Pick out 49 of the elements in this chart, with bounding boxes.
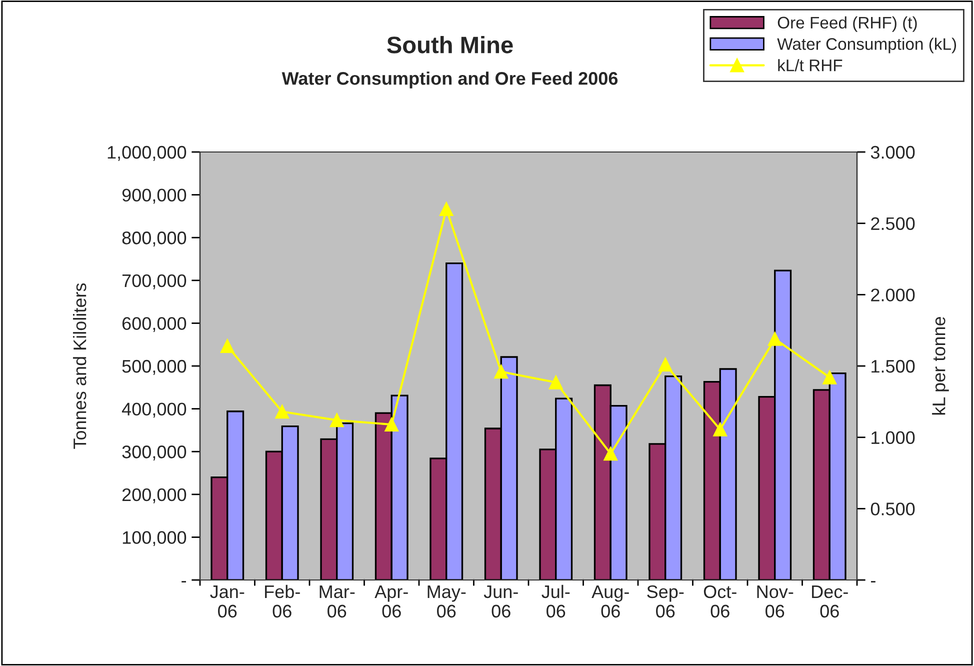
x-tick-label: Jul- 06	[542, 584, 570, 618]
y-tick-label: 100,000	[122, 531, 186, 546]
chart-subtitle: Water Consumption and Ore Feed 2006	[282, 72, 618, 88]
point	[713, 422, 728, 436]
y2-tick-label: -	[870, 581, 876, 582]
point	[768, 332, 782, 346]
x-tick-label: Sep- 06	[647, 585, 684, 618]
chart-title: South Mine	[387, 36, 513, 54]
y2-tick-label: 1.500	[872, 360, 915, 373]
y-tick-label: 1,000,000	[108, 146, 186, 161]
y2-tick-label: 1.000	[872, 431, 915, 444]
y-tick-label: 500,000	[122, 360, 186, 375]
y-tick-label: 800,000	[122, 232, 186, 246]
x-tick-label: Dec- 06	[812, 586, 848, 618]
legend-label: Ore Feed (RHF) (t)	[778, 16, 917, 32]
point	[439, 202, 454, 216]
y-tick-label: 400,000	[122, 402, 186, 418]
y-axis-title: Tonnes and Kiloliters	[72, 283, 86, 449]
point	[494, 364, 508, 379]
y-tick-label: 300,000	[122, 446, 186, 460]
y-tick-label: 700,000	[122, 274, 186, 290]
y2-tick-label: 2.000	[871, 288, 915, 302]
y-tick-label: 200,000	[122, 488, 186, 504]
point	[220, 339, 234, 353]
y2-tick-label: 0.500	[870, 502, 915, 516]
x-tick-label: Apr- 06	[374, 586, 408, 618]
y2-tick-label: 3.000	[870, 146, 915, 159]
y-tick-label: 600,000	[122, 317, 186, 332]
x-tick-label: Nov- 06	[757, 586, 794, 618]
point	[275, 404, 290, 419]
legend-label: Water Consumption (kL)	[777, 38, 956, 54]
y-tick-label: -	[182, 581, 186, 582]
point	[604, 446, 618, 461]
y2-axis-title: kL per tonne	[932, 316, 949, 415]
x-tick-label: May- 06	[428, 586, 466, 618]
point	[384, 418, 399, 432]
legend-label: kL/t RHF	[778, 59, 842, 72]
y-tick-label: 900,000	[122, 188, 186, 204]
point	[330, 413, 344, 428]
x-tick-label: Feb- 06	[265, 584, 300, 618]
x-tick-label: Oct- 06	[704, 585, 736, 618]
x-tick-label: Mar- 06	[320, 586, 355, 618]
y2-tick-label: 2.500	[871, 217, 915, 230]
point	[548, 375, 563, 390]
x-tick-label: Aug- 06	[592, 586, 629, 618]
x-tick-label: Jun- 06	[484, 586, 518, 618]
x-tick-label: Jan- 06	[210, 586, 244, 618]
point	[658, 358, 672, 372]
point	[822, 370, 837, 384]
